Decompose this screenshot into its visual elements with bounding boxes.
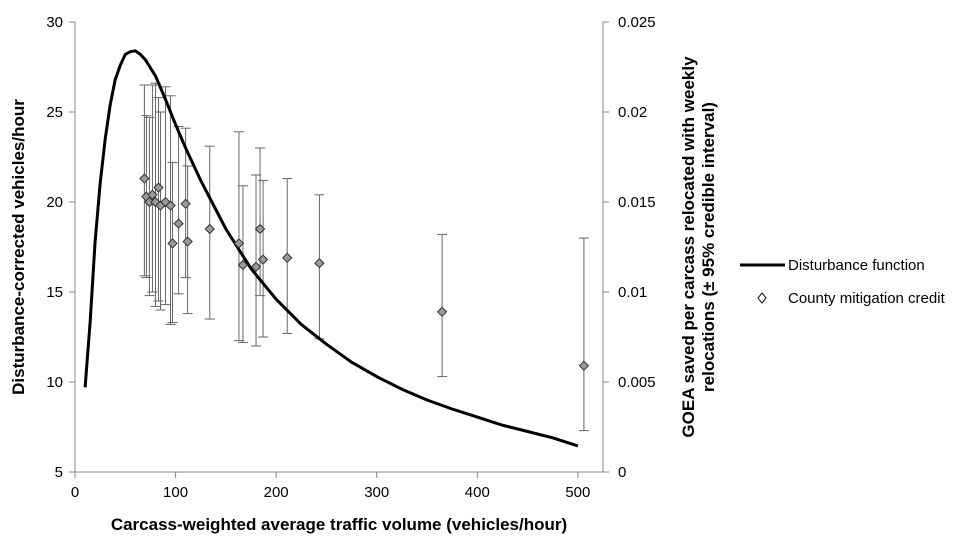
- county-credit-point: [139, 173, 150, 184]
- y-left-tick-label: 25: [46, 104, 63, 121]
- y-left-tick-label: 5: [55, 464, 63, 481]
- y-right-tick-label: 0.005: [618, 374, 656, 391]
- x-axis-title: Carcass-weighted average traffic volume …: [111, 515, 567, 534]
- county-credit-point: [314, 257, 325, 269]
- county-credit-point: [180, 198, 191, 210]
- legend-label-county: County mitigation credit: [788, 290, 946, 307]
- x-tick-label: 0: [71, 484, 79, 501]
- county-credit-point: [165, 200, 176, 211]
- county-credit-point: [436, 306, 448, 318]
- y-right-tick-label: 0.02: [618, 104, 647, 121]
- county-credit-point: [257, 254, 269, 265]
- axis-ticks: 0 100 200 300 400 5005101520253000.0050.010.0…: [46, 14, 655, 501]
- y-right-tick-label: 0.015: [618, 194, 656, 211]
- disturbance-function-line: [83, 49, 579, 448]
- disturbance-curve: [83, 49, 579, 448]
- y-right-tick-label: 0.025: [618, 14, 656, 31]
- error-bars: [139, 82, 589, 432]
- county-credit-point: [254, 223, 266, 235]
- y-left-tick-label: 10: [46, 374, 63, 391]
- county-credit-point: [182, 236, 193, 247]
- y-axis-left-title: Disturbance-corrected vehicles/hour: [9, 99, 28, 395]
- legend: Disturbance function County mitigation c…: [740, 257, 946, 307]
- y-right-tick-label: 0.01: [618, 284, 647, 301]
- county-credit-point: [237, 259, 249, 271]
- x-tick-label: 100: [163, 484, 188, 501]
- y-left-tick-label: 30: [46, 14, 63, 31]
- county-credit-point: [233, 238, 245, 249]
- legend-diamond-swatch: [757, 292, 767, 304]
- y-axis-right-title-line1: GOEA saved per carcass relocated with we…: [679, 56, 698, 438]
- county-credit-point: [250, 261, 262, 273]
- county-credit-point: [147, 189, 158, 201]
- county-credit-point: [153, 182, 164, 193]
- plot-frame: [74, 22, 604, 473]
- county-credit-point: [281, 252, 293, 264]
- county-credit-point: [167, 238, 178, 249]
- county-credit-point: [578, 360, 590, 372]
- y-left-tick-label: 20: [46, 194, 63, 211]
- y-axis-right-title-line2: relocations (± 95% credible interval): [699, 102, 718, 392]
- x-tick-label: 500: [565, 484, 590, 501]
- y-right-tick-label: 0: [618, 464, 626, 481]
- legend-label-disturbance: Disturbance function: [788, 257, 925, 274]
- y-left-tick-label: 15: [46, 284, 63, 301]
- x-tick-label: 200: [264, 484, 289, 501]
- county-credit-point: [204, 223, 215, 235]
- county-credit-point: [173, 218, 184, 229]
- scatter-points: [139, 173, 590, 372]
- x-tick-label: 400: [465, 484, 490, 501]
- x-tick-label: 300: [364, 484, 389, 501]
